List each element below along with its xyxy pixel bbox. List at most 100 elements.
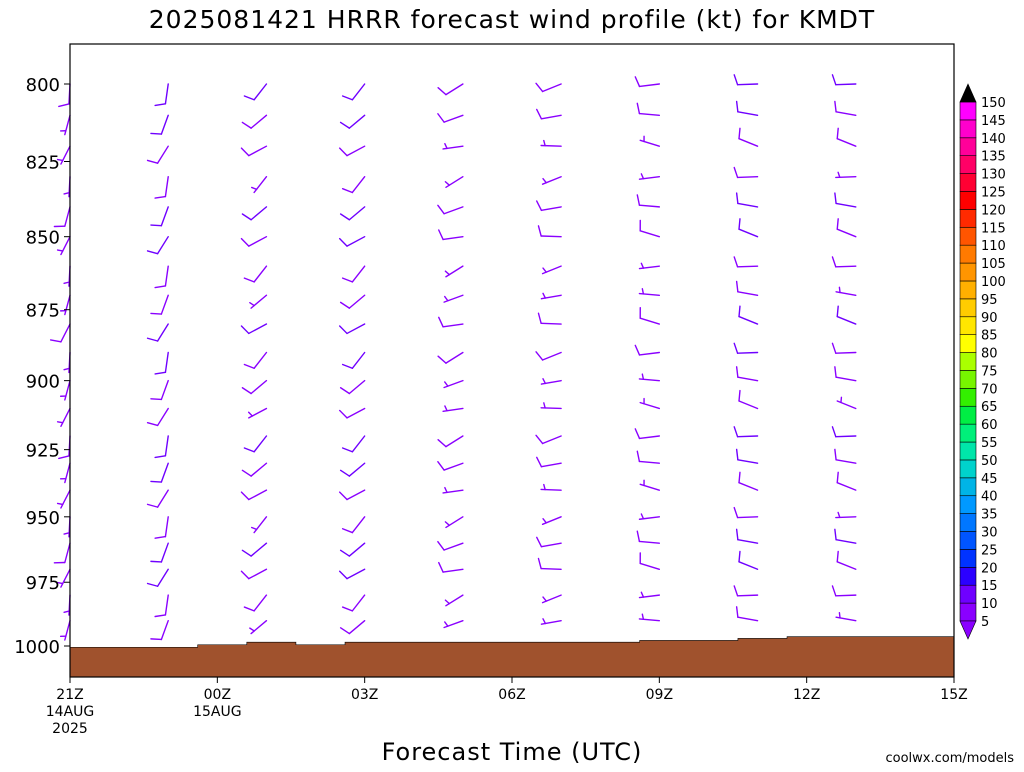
wind-barb bbox=[61, 463, 70, 482]
colorbar-segment bbox=[960, 478, 976, 496]
colorbar-segment bbox=[960, 263, 976, 281]
wind-barb bbox=[61, 381, 70, 400]
wind-barb bbox=[64, 266, 70, 286]
colorbar-label: 90 bbox=[981, 311, 998, 326]
colorbar-label: 120 bbox=[981, 203, 1006, 218]
colorbar-label: 35 bbox=[981, 508, 998, 523]
colorbar-label: 150 bbox=[981, 96, 1006, 111]
colorbar-label: 130 bbox=[981, 168, 1006, 183]
colorbar-label: 100 bbox=[981, 275, 1006, 290]
y-tick-label: 800 bbox=[26, 75, 60, 96]
plot-area bbox=[70, 44, 954, 677]
colorbar-segment bbox=[960, 120, 976, 138]
wind-barb bbox=[61, 295, 70, 314]
colorbar-segment bbox=[960, 406, 976, 424]
wind-barb bbox=[54, 207, 70, 227]
x-axis-label: Forecast Time (UTC) bbox=[382, 738, 643, 766]
x-tick-label: 12Z bbox=[793, 687, 820, 703]
x-tick-label: 06Z bbox=[498, 687, 525, 703]
colorbar-segment bbox=[960, 335, 976, 353]
x-tick-label: 2025 bbox=[52, 721, 88, 737]
wind-barb bbox=[64, 517, 70, 537]
colorbar-label: 95 bbox=[981, 293, 998, 308]
colorbar-label: 15 bbox=[981, 579, 998, 594]
colorbar-segment bbox=[960, 532, 976, 550]
colorbar-label: 115 bbox=[981, 221, 1006, 236]
colorbar-label: 135 bbox=[981, 150, 1006, 165]
colorbar-segment bbox=[960, 549, 976, 567]
watermark: coolwx.com/models bbox=[885, 751, 1014, 766]
wind-barb bbox=[51, 324, 70, 342]
colorbar-label: 30 bbox=[981, 526, 998, 541]
chart-title: 2025081421 HRRR forecast wind profile (k… bbox=[149, 5, 875, 34]
colorbar-label: 10 bbox=[981, 597, 998, 612]
colorbar-label: 125 bbox=[981, 185, 1006, 200]
colorbar-segment bbox=[960, 299, 976, 317]
colorbar-segment bbox=[960, 174, 976, 192]
colorbar-label: 50 bbox=[981, 454, 998, 469]
colorbar-segment bbox=[960, 102, 976, 120]
wind-barb bbox=[64, 595, 70, 615]
colorbar-segment bbox=[960, 245, 976, 263]
x-tick-label: 21Z bbox=[56, 687, 83, 703]
colorbar-segment bbox=[960, 370, 976, 388]
colorbar-segment bbox=[960, 388, 976, 406]
colorbar-label: 75 bbox=[981, 364, 998, 379]
colorbar-label: 5 bbox=[981, 615, 989, 630]
y-tick-label: 825 bbox=[26, 153, 60, 174]
y-tick-label: 975 bbox=[26, 573, 60, 594]
x-tick-label: 09Z bbox=[646, 687, 673, 703]
colorbar-bottom-arrow bbox=[960, 621, 976, 639]
y-tick-label: 850 bbox=[26, 228, 60, 249]
colorbar-label: 55 bbox=[981, 436, 998, 451]
x-tick-label: 00Z bbox=[204, 687, 231, 703]
colorbar-segment bbox=[960, 460, 976, 478]
wind-barb bbox=[61, 115, 70, 134]
wind-barb bbox=[61, 621, 70, 640]
colorbar-segment bbox=[960, 424, 976, 442]
colorbar-segment bbox=[960, 603, 976, 621]
colorbar-segment bbox=[960, 567, 976, 585]
colorbar-segment bbox=[960, 353, 976, 371]
x-tick-label: 15Z bbox=[940, 687, 967, 703]
colorbar-segment bbox=[960, 209, 976, 227]
colorbar-segment bbox=[960, 138, 976, 156]
wind-barb bbox=[58, 490, 70, 508]
colorbar-segment bbox=[960, 191, 976, 209]
colorbar-segment bbox=[960, 227, 976, 245]
wind-barb bbox=[59, 84, 70, 106]
colorbar-label: 110 bbox=[981, 239, 1006, 254]
colorbar-label: 25 bbox=[981, 543, 998, 558]
colorbar-segment bbox=[960, 585, 976, 603]
colorbar-label: 60 bbox=[981, 418, 998, 433]
colorbar-top-arrow bbox=[960, 84, 976, 102]
colorbar-label: 80 bbox=[981, 347, 998, 362]
wind-barb bbox=[58, 408, 70, 426]
colorbar-label: 70 bbox=[981, 382, 998, 397]
x-tick-label: 15AUG bbox=[193, 704, 242, 720]
colorbar-segment bbox=[960, 156, 976, 174]
y-tick-label: 1000 bbox=[14, 637, 60, 658]
colorbar-label: 45 bbox=[981, 472, 998, 487]
colorbar-label: 140 bbox=[981, 132, 1006, 147]
wind-barb bbox=[64, 177, 70, 197]
y-tick-label: 950 bbox=[26, 508, 60, 529]
x-tick-label: 03Z bbox=[351, 687, 378, 703]
colorbar-segment bbox=[960, 281, 976, 299]
colorbar-segment bbox=[960, 496, 976, 514]
colorbar-label: 65 bbox=[981, 400, 998, 415]
colorbar-label: 85 bbox=[981, 329, 998, 344]
y-tick-label: 900 bbox=[26, 372, 60, 393]
colorbar-label: 20 bbox=[981, 561, 998, 576]
wind-barb bbox=[54, 543, 70, 563]
colorbar-segment bbox=[960, 317, 976, 335]
wind-barb bbox=[64, 353, 70, 373]
x-tick-label: 14AUG bbox=[46, 704, 95, 720]
y-tick-label: 925 bbox=[26, 441, 60, 462]
wind-barb bbox=[59, 436, 70, 458]
colorbar-segment bbox=[960, 514, 976, 532]
colorbar-label: 145 bbox=[981, 114, 1006, 129]
colorbar-label: 105 bbox=[981, 257, 1006, 272]
